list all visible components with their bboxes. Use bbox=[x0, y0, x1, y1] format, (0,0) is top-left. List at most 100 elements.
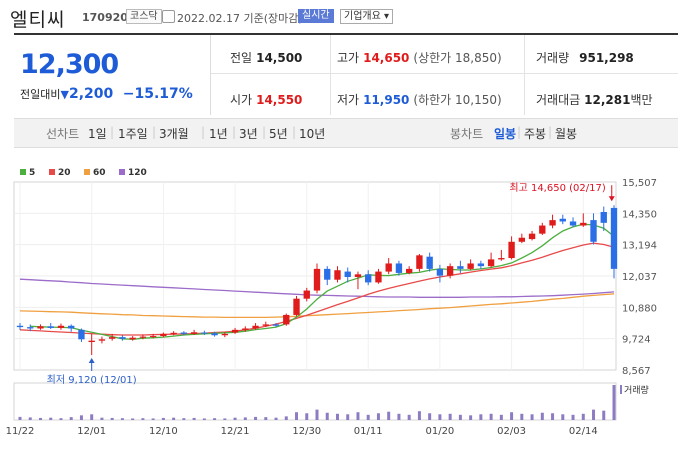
candle-body bbox=[569, 221, 577, 226]
change-percent: −15.17% bbox=[122, 86, 193, 102]
candle-body bbox=[498, 258, 505, 260]
candle-body bbox=[242, 328, 249, 330]
candle-body bbox=[477, 263, 485, 267]
candle-body bbox=[303, 290, 310, 299]
candle-body bbox=[580, 222, 587, 226]
candle-body bbox=[88, 340, 95, 343]
volume-bar bbox=[469, 415, 473, 420]
price-box: 12,300 전일대비▼2,200 −15.17% bbox=[14, 35, 211, 115]
candle-body bbox=[354, 274, 362, 278]
y-tick-label: 15,507 bbox=[622, 178, 657, 189]
candle-body bbox=[457, 266, 464, 269]
candle-body bbox=[467, 263, 474, 269]
volume-bar bbox=[346, 414, 350, 420]
volume-bar bbox=[551, 413, 555, 420]
volume-bar bbox=[182, 418, 186, 420]
volume-bar bbox=[110, 417, 114, 420]
candle-body bbox=[211, 333, 218, 336]
x-tick-label: 12/30 bbox=[292, 426, 321, 437]
volume-bar bbox=[499, 414, 503, 420]
candle-body bbox=[68, 325, 75, 329]
volume-bar bbox=[100, 417, 104, 420]
down-arrow-icon: ▼ bbox=[60, 88, 69, 101]
volume-bar bbox=[274, 417, 278, 420]
candle-body bbox=[231, 329, 239, 333]
stat-prev-close: 전일 14,500 bbox=[230, 51, 303, 65]
volume-bar bbox=[233, 417, 237, 420]
candle-body bbox=[416, 255, 423, 269]
candle-body bbox=[344, 271, 351, 278]
high-annotation: 최고 14,650 (02/17) bbox=[509, 182, 605, 194]
candle-body bbox=[365, 274, 372, 283]
x-tick-label: 11/22 bbox=[6, 426, 35, 437]
stat-high: 고가 14,650 (상한가 18,850) bbox=[337, 51, 502, 65]
volume-bar bbox=[520, 413, 524, 420]
tab-period-3y[interactable]: 3년 bbox=[239, 127, 258, 141]
volume-bar bbox=[458, 414, 462, 420]
volume-bar bbox=[243, 417, 247, 420]
volume-bar bbox=[602, 410, 606, 420]
candle-body bbox=[57, 325, 65, 328]
candle-body bbox=[37, 326, 44, 329]
realtime-button[interactable]: 실시간 bbox=[298, 9, 334, 23]
tab-period-1d[interactable]: 1일 bbox=[88, 127, 107, 141]
legend-swatch bbox=[49, 169, 55, 175]
volume-bar bbox=[120, 418, 124, 420]
low-annotation: 최저 9,120 (12/01) bbox=[47, 374, 137, 386]
tab-period-1y[interactable]: 1년 bbox=[209, 127, 228, 141]
ma120-line bbox=[19, 278, 615, 298]
tab-candle-daily[interactable]: 일봉 bbox=[494, 127, 517, 141]
volume-bar bbox=[213, 418, 217, 420]
tab-candle-monthly[interactable]: 월봉 bbox=[555, 127, 578, 141]
tab-period-3m[interactable]: 3개월 bbox=[159, 127, 189, 141]
candle-body bbox=[98, 339, 106, 341]
volume-bar bbox=[530, 414, 534, 420]
candle-body bbox=[600, 211, 607, 223]
quote-date: 2022.02.17 기준(장마감) bbox=[177, 12, 303, 25]
corp-info-dropdown[interactable]: 기업개요 ▾ bbox=[340, 9, 393, 24]
volume-bar bbox=[612, 385, 616, 420]
stat-volume: 거래량 951,298 bbox=[536, 51, 634, 65]
stock-name: 엘티씨 bbox=[10, 9, 66, 31]
candle-body bbox=[190, 332, 198, 334]
x-tick-label: 02/03 bbox=[497, 426, 526, 437]
stats-row-divider bbox=[211, 73, 678, 74]
y-tick-label: 14,350 bbox=[622, 209, 657, 220]
candle-body bbox=[436, 268, 444, 276]
volume-legend-swatch bbox=[620, 385, 622, 394]
tab-candle-weekly[interactable]: 주봉 bbox=[524, 127, 547, 141]
candle-body bbox=[293, 298, 300, 315]
candle-body bbox=[487, 259, 495, 267]
low-arrow-icon bbox=[88, 358, 95, 364]
candle-body bbox=[180, 332, 188, 334]
volume-bar bbox=[141, 418, 145, 420]
candle-body bbox=[518, 237, 526, 242]
price-change: 전일대비▼2,200 −15.17% bbox=[20, 86, 193, 102]
clock-icon bbox=[162, 10, 175, 23]
ma60-line bbox=[19, 293, 615, 319]
ma20-line bbox=[19, 242, 615, 336]
change-label: 전일대비 bbox=[20, 88, 61, 101]
stats-divider bbox=[330, 35, 331, 115]
volume-bar bbox=[510, 412, 514, 420]
line-chart-label: 선차트 bbox=[46, 127, 80, 141]
candle-body bbox=[395, 263, 403, 273]
candle-body bbox=[446, 266, 454, 276]
y-tick-label: 10,880 bbox=[622, 303, 657, 314]
volume-frame bbox=[13, 382, 617, 421]
volume-bar bbox=[172, 417, 176, 420]
stat-open: 시가 14,550 bbox=[230, 93, 303, 107]
tab-period-5y[interactable]: 5년 bbox=[269, 127, 288, 141]
volume-bar bbox=[479, 414, 483, 420]
volume-bar bbox=[192, 417, 196, 420]
volume-bar bbox=[254, 416, 258, 420]
market-badge: 코스닥 bbox=[126, 9, 162, 24]
legend-swatch bbox=[119, 169, 125, 175]
tab-period-10y[interactable]: 10년 bbox=[299, 127, 326, 141]
candle-body bbox=[108, 337, 116, 339]
tab-period-1w[interactable]: 1주일 bbox=[118, 127, 148, 141]
legend-label: 5 bbox=[29, 168, 35, 178]
candle-body bbox=[559, 218, 566, 222]
candle-body bbox=[27, 327, 34, 329]
x-tick-label: 12/01 bbox=[77, 426, 106, 437]
